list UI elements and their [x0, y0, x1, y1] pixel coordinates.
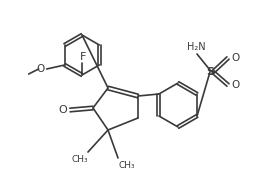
Text: F: F [80, 52, 86, 62]
Text: S: S [206, 67, 214, 77]
Text: O: O [231, 80, 239, 90]
Text: O: O [37, 64, 45, 74]
Text: CH₃: CH₃ [119, 162, 135, 171]
Text: H₂N: H₂N [187, 42, 205, 52]
Text: O: O [231, 53, 239, 63]
Text: CH₃: CH₃ [72, 155, 88, 164]
Text: O: O [59, 105, 67, 115]
